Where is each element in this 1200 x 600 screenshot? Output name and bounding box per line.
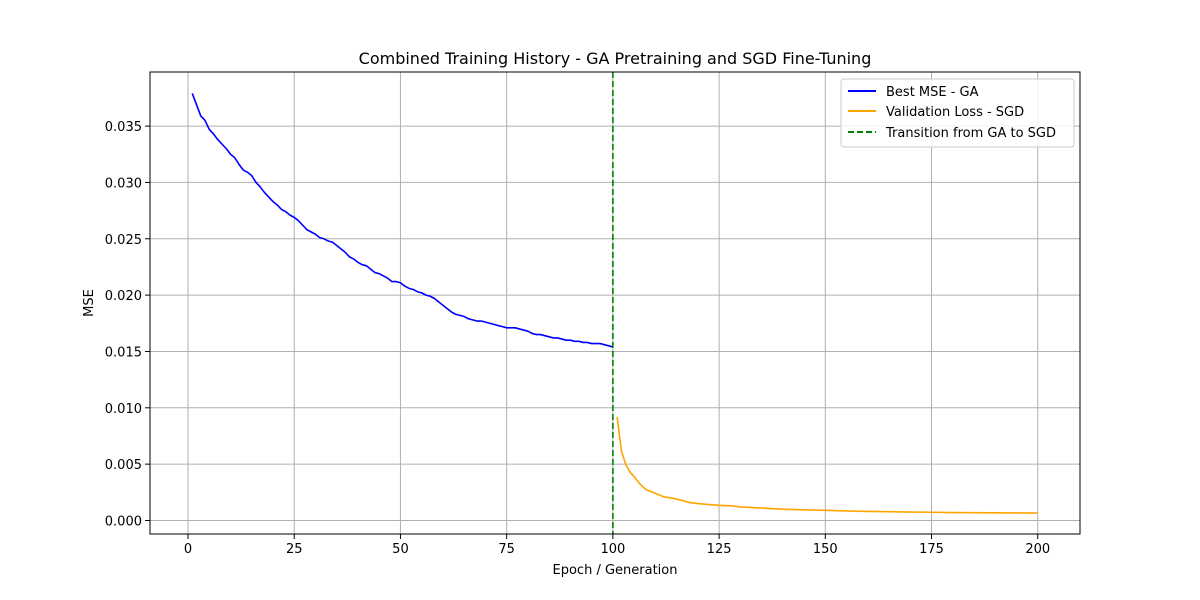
x-tick-label: 200 — [1025, 542, 1050, 557]
legend: Best MSE - GA Validation Loss - SGD Tran… — [840, 78, 1075, 148]
plot-area — [191, 72, 1038, 534]
x-axis-label: Epoch / Generation — [553, 563, 678, 578]
series-line-ga — [191, 93, 614, 348]
axes-frame — [149, 71, 1081, 535]
y-tick-label: 0.000 — [105, 514, 142, 529]
x-tick-label: 75 — [498, 542, 515, 557]
legend-label-sgd: Validation Loss - SGD — [886, 105, 1024, 120]
y-tick-label: 0.005 — [105, 458, 142, 473]
ticks: 0 25 50 75 100 125 150 175 200 0.000 0.005 0.010 0.0… — [105, 120, 1050, 557]
y-tick-label: 0.020 — [105, 289, 142, 304]
chart-title: Combined Training History - GA Pretraini… — [359, 49, 872, 68]
x-tick-label: 175 — [919, 542, 944, 557]
x-tick-label: 50 — [392, 542, 409, 557]
x-tick-label: 125 — [707, 542, 732, 557]
x-tick-label: 150 — [813, 542, 838, 557]
y-tick-label: 0.025 — [105, 233, 142, 248]
legend-label-transition: Transition from GA to SGD — [885, 126, 1056, 141]
legend-label-ga: Best MSE - GA — [886, 85, 979, 100]
y-tick-label: 0.010 — [105, 402, 142, 417]
y-tick-label: 0.030 — [105, 176, 142, 191]
x-tick-label: 100 — [600, 542, 625, 557]
legend-box — [840, 78, 1075, 148]
y-tick-label: 0.015 — [105, 345, 142, 360]
y-axis-label: MSE — [82, 289, 97, 317]
x-tick-label: 25 — [286, 542, 303, 557]
series-line-sgd — [616, 416, 1038, 514]
y-tick-label: 0.035 — [105, 120, 142, 135]
grid — [150, 72, 1080, 534]
x-tick-label: 0 — [184, 542, 192, 557]
